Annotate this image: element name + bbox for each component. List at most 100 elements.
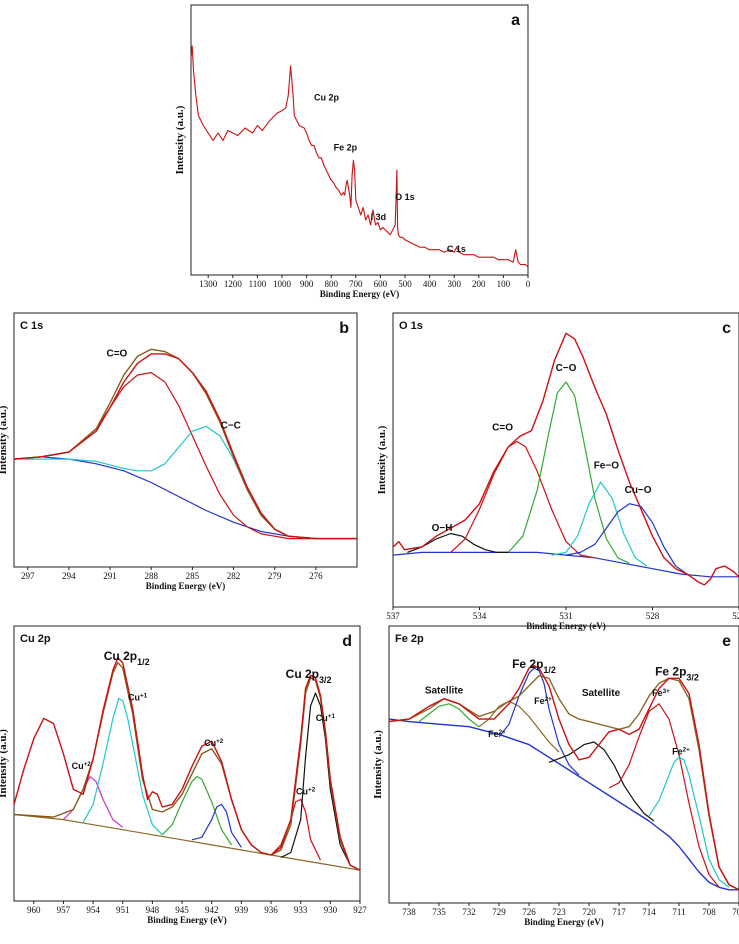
y-axis-label: Intensity (a.u.)	[174, 105, 186, 174]
panel-title: O 1s	[399, 320, 423, 332]
x-tick-label: 700	[349, 279, 363, 289]
x-tick-label: 957	[57, 905, 71, 915]
series-sat1	[418, 703, 480, 728]
y-axis-label: Intensity (a.u.)	[0, 405, 9, 474]
y-axis-label: Intensity (a.u.)	[372, 730, 384, 799]
series-cu-1	[82, 697, 163, 836]
x-tick-label: 933	[294, 905, 308, 915]
x-tick-label: 0	[526, 279, 531, 289]
peak-label: Cu 2p1/2	[104, 649, 150, 667]
annotation: O 1s	[395, 192, 415, 202]
series-cu-1-main	[280, 692, 351, 866]
x-tick-label: 400	[423, 279, 437, 289]
peak-label: Cu+1	[128, 692, 148, 703]
x-tick-label: 945	[175, 905, 189, 915]
series-c-o	[13, 372, 357, 540]
x-tick-label: 1200	[224, 279, 243, 289]
x-tick-label: 717	[612, 907, 626, 917]
peak-label: Cu−O	[625, 485, 652, 496]
x-tick-label: 297	[21, 571, 35, 581]
peak-label: Fe3+	[652, 688, 670, 699]
series-fit	[388, 675, 739, 891]
panel-letter: d	[342, 633, 352, 650]
series-cu-o	[565, 503, 688, 575]
series-background	[13, 456, 357, 540]
series-background	[13, 813, 361, 871]
panel-title: Cu 2p	[20, 633, 51, 645]
x-tick-label: 960	[27, 905, 41, 915]
peak-label: C=O	[492, 423, 513, 434]
x-tick-label: 291	[103, 571, 117, 581]
y-axis-label: Intensity (a.u.)	[376, 425, 388, 494]
annotation: I 3d	[371, 212, 387, 222]
x-tick-label: 288	[144, 571, 158, 581]
x-tick-label: 720	[582, 907, 596, 917]
panel-a: 1300 1200 1100 1000 900 800 700 600 500 400 300 200…	[174, 4, 531, 299]
x-tick-label: 1100	[249, 279, 267, 289]
series-envelope	[13, 657, 361, 871]
x-tick-label: 300	[447, 279, 461, 289]
series-fe2-sat	[478, 700, 560, 753]
x-tick-label: 537	[386, 611, 400, 621]
series-c-c	[14, 425, 357, 540]
series-o-h	[407, 532, 509, 554]
peak-label: Fe−O	[594, 461, 620, 472]
annotation: Fe 2p	[334, 142, 358, 152]
x-tick-label: 930	[324, 905, 338, 915]
x-tick-label: 285	[186, 571, 200, 581]
x-tick-label: 936	[264, 905, 278, 915]
x-tick-label: 951	[116, 905, 130, 915]
series-envelope	[388, 664, 739, 891]
x-tick-label: 900	[300, 279, 314, 289]
panel-title: C 1s	[20, 320, 43, 332]
panel-e: 738 735 732 729 726 723 720 717 714 711 708 705 Bind…	[372, 625, 739, 927]
x-tick-label: 276	[309, 571, 323, 581]
peak-label: C=O	[106, 348, 127, 359]
series-background	[388, 718, 739, 891]
x-tick-label: 735	[432, 907, 446, 917]
x-tick-label: 948	[146, 905, 160, 915]
x-axis-label: Binding Energy (eV)	[524, 917, 604, 927]
peak-label: Fe2+	[534, 695, 552, 706]
plot-frame	[13, 312, 358, 568]
x-tick-label: 1300	[199, 279, 218, 289]
x-tick-label: 942	[205, 905, 219, 915]
peak-label: O−H	[432, 523, 453, 534]
x-tick-label: 200	[472, 279, 486, 289]
series-cu-2-sat2	[161, 775, 233, 846]
x-tick-label: 723	[552, 907, 566, 917]
panel-letter: b	[339, 320, 349, 337]
peak-label: Satellite	[425, 686, 464, 697]
peak-label: C−C	[221, 421, 241, 432]
x-tick-label: 927	[353, 905, 367, 915]
panel-letter: e	[722, 633, 731, 650]
panel-letter: c	[722, 320, 731, 337]
x-tick-label: 708	[702, 907, 716, 917]
x-tick-label: 732	[462, 907, 476, 917]
x-tick-label: 600	[374, 279, 388, 289]
panel-b: 297 294 291 288 285 282 279 276 Binding Energy (…	[0, 312, 358, 591]
series-survey	[190, 45, 529, 268]
peak-label: Fe 2p3/2	[655, 665, 699, 683]
x-tick-label: 100	[497, 279, 511, 289]
x-tick-label: 294	[62, 571, 76, 581]
series-fit	[13, 348, 357, 540]
series-cu-2-sat3	[191, 803, 242, 848]
x-tick-label: 282	[227, 571, 241, 581]
peak-label: Cu+2	[296, 786, 316, 797]
x-tick-label: 729	[492, 907, 506, 917]
x-tick-label: 279	[268, 571, 282, 581]
series-fe3-	[608, 703, 720, 888]
series-fe2-3-2	[648, 756, 730, 888]
x-tick-label: 531	[559, 611, 573, 621]
plot-frame	[388, 625, 739, 904]
x-tick-label: 705	[732, 907, 739, 917]
x-axis-label: Binding Energy (eV)	[146, 581, 226, 591]
series-background	[392, 551, 739, 578]
peak-label: C−O	[556, 363, 577, 374]
series-c-o	[507, 381, 630, 564]
peak-label: Fe2+	[488, 728, 506, 739]
x-tick-label: 939	[235, 905, 249, 915]
peak-label: Fe2+	[672, 746, 690, 757]
